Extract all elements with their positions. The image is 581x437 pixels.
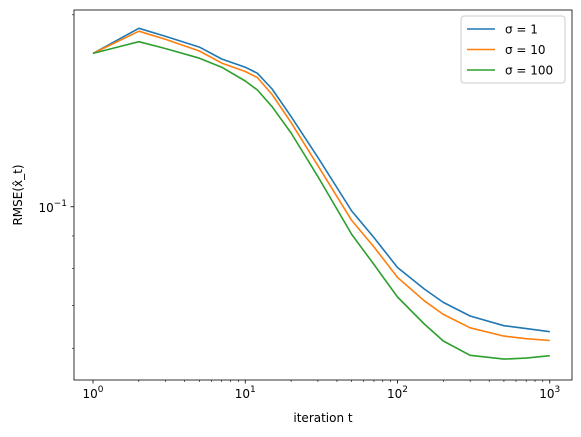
x-tick-label: 101 <box>235 385 256 401</box>
y-axis: 10−1 <box>38 14 74 349</box>
series-line-2 <box>92 30 550 342</box>
legend-box <box>460 15 566 84</box>
y-tick-label: 10−1 <box>38 199 67 215</box>
legend: σ = 1 σ = 10 σ = 100 <box>460 15 566 84</box>
series-line-3 <box>92 40 550 360</box>
legend-label-2: σ = 10 <box>505 43 546 57</box>
x-tick-label: 102 <box>387 385 408 401</box>
y-axis-label: RMSE(x̂_t) <box>11 164 25 225</box>
axes-frame <box>73 9 573 381</box>
x-tick-label: 103 <box>539 385 560 401</box>
legend-label-3: σ = 100 <box>505 64 553 78</box>
legend-label-1: σ = 1 <box>505 23 538 37</box>
x-axis-label: iteration t <box>293 411 353 425</box>
x-axis: 100 101 102 103 <box>83 380 560 401</box>
series-line-1 <box>92 27 550 333</box>
x-tick-label: 100 <box>83 385 104 401</box>
plot-area <box>92 27 550 360</box>
